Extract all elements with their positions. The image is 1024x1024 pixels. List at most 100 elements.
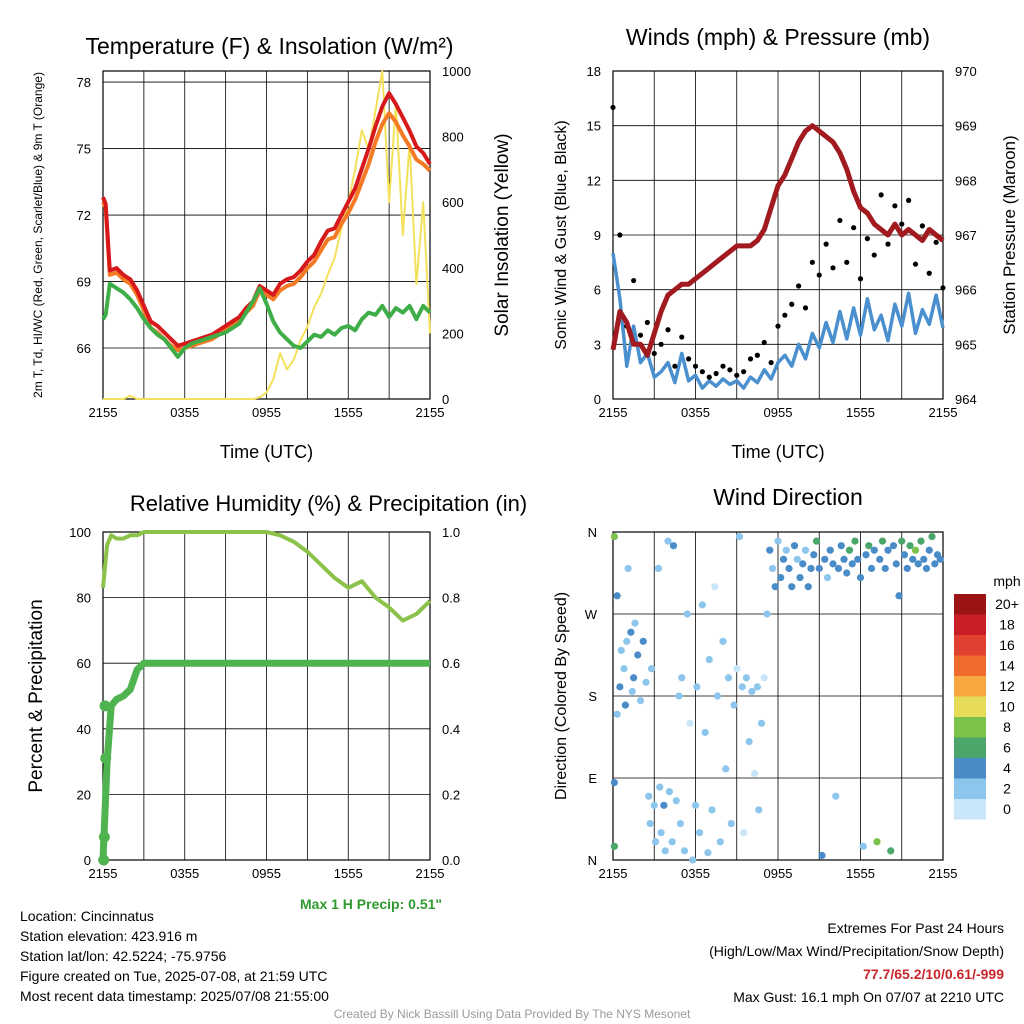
y2-tick-label: 600 (442, 195, 464, 210)
y2-tick-label: 968 (955, 173, 977, 188)
direction-point (884, 546, 892, 554)
colorbar-swatch (954, 676, 986, 697)
direction-point (716, 838, 724, 846)
direction-point (793, 555, 801, 563)
direction-point (668, 838, 676, 846)
direction-point (854, 555, 862, 563)
x-tick-label: 2155 (89, 405, 118, 420)
direction-point (740, 829, 748, 837)
gust-point (727, 367, 733, 373)
direction-point (705, 655, 713, 664)
direction-point (788, 583, 796, 591)
x-axis-label: Time (UTC) (220, 442, 313, 462)
y-tick-label: E (588, 771, 597, 786)
direction-point (610, 842, 618, 850)
direction-point (914, 560, 922, 568)
direction-point (610, 532, 618, 541)
gust-point (796, 283, 802, 289)
direction-point (881, 564, 889, 573)
y2-tick-label: 800 (442, 130, 464, 145)
direction-point (903, 564, 911, 573)
series-line-sonic-wind (611, 252, 945, 390)
y2-tick-label: 1000 (442, 64, 471, 79)
direction-point (664, 537, 672, 545)
direction-point (766, 546, 774, 554)
x-tick-label: 2155 (89, 866, 118, 881)
extremes-title: Extremes For Past 24 Hours (827, 920, 1004, 936)
direction-point (753, 683, 761, 691)
gust-point (706, 374, 712, 380)
direction-point (693, 683, 701, 691)
direction-point (738, 683, 746, 691)
direction-point (617, 646, 625, 655)
gust-point (637, 332, 644, 338)
direction-point (801, 546, 810, 554)
colorbar-title: mph (993, 573, 1020, 589)
direction-point (768, 564, 777, 573)
direction-point (810, 551, 818, 559)
y-tick-label: 18 (587, 64, 601, 79)
y2-tick-label: 969 (955, 119, 977, 134)
direction-point (807, 564, 815, 573)
direction-point (848, 560, 856, 568)
direction-point (646, 819, 654, 828)
gust-point (651, 350, 657, 357)
x-tick-label: 2155 (929, 405, 958, 420)
gust-point (912, 261, 919, 267)
x-axis-label: Time (UTC) (731, 442, 824, 462)
direction-point (672, 797, 680, 805)
x-tick-label: 1555 (846, 405, 875, 420)
precip-point (99, 700, 111, 712)
direction-point (722, 765, 730, 773)
direction-point (730, 701, 738, 709)
precip-point (100, 752, 112, 764)
direction-point (645, 792, 653, 800)
y2-tick-label: 0.4 (442, 722, 460, 737)
direction-point (686, 719, 694, 727)
direction-point (613, 710, 621, 718)
direction-point (917, 537, 925, 545)
x-tick-label: 0355 (170, 866, 199, 881)
gust-point (754, 352, 760, 358)
direction-point (774, 537, 782, 545)
chart-title: Wind Direction (713, 484, 863, 510)
gust-point (617, 232, 623, 238)
x-tick-label: 1555 (334, 866, 363, 881)
y2-tick-label: 1.0 (442, 525, 460, 540)
direction-point (751, 769, 759, 778)
chart-title: Relative Humidity (%) & Precipitation (i… (130, 491, 527, 516)
direction-point (892, 560, 900, 568)
direction-point (683, 610, 691, 618)
gust-point (720, 363, 726, 369)
y-axis-label: Sonic Wind & Gust (Blue, Black) (553, 120, 570, 349)
direction-point (661, 847, 669, 855)
credit-text: Created By Nick Bassill Using Data Provi… (333, 1007, 691, 1021)
gust-point (926, 270, 932, 276)
latlon-text: Station lat/lon: 42.5224; -75.9756 (20, 948, 227, 964)
colorbar-label: 8 (1003, 719, 1011, 735)
chart-title: Winds (mph) & Pressure (mb) (626, 24, 930, 50)
gust-point (741, 369, 747, 375)
direction-point (676, 819, 684, 828)
colorbar-swatch (954, 799, 986, 820)
gust-point (802, 305, 809, 311)
y2-tick-label: 970 (955, 64, 977, 79)
y-tick-label: 0 (594, 392, 601, 407)
y-tick-label: 0 (84, 853, 91, 868)
direction-point (652, 838, 660, 846)
direction-point (654, 564, 662, 573)
y2-tick-label: 0.6 (442, 656, 460, 671)
gust-point (692, 363, 699, 369)
x-tick-label: 0355 (681, 866, 710, 881)
direction-point (698, 601, 706, 609)
direction-point (821, 555, 829, 563)
direction-point (742, 674, 750, 682)
direction-point (887, 847, 895, 855)
colorbar-swatch (954, 737, 986, 758)
gust-point (919, 223, 925, 229)
x-tick-label: 2155 (599, 866, 628, 881)
direction-point (627, 628, 635, 636)
gust-point (899, 221, 905, 227)
gust-point (734, 372, 740, 378)
series-line-pressure (610, 123, 945, 358)
